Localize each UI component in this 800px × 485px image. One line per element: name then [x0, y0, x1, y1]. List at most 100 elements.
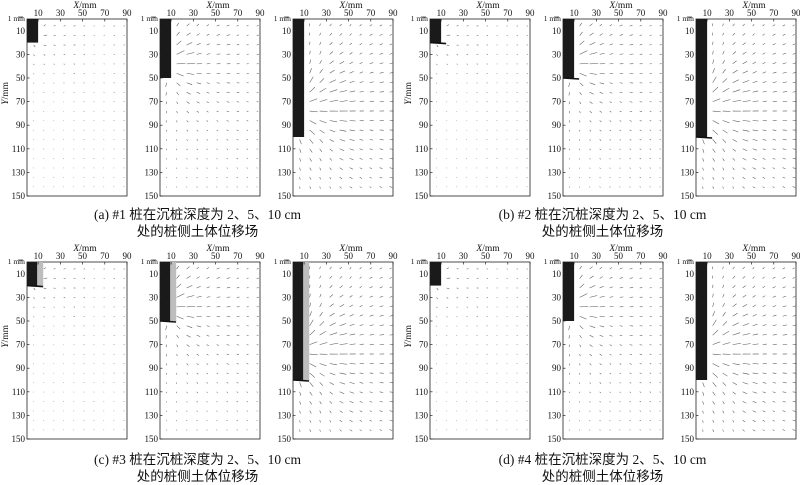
panel-frame: [563, 19, 663, 196]
y-tick-label: 70: [149, 97, 159, 107]
y-tick-label: 150: [278, 191, 292, 201]
x-tick-label: 10: [570, 8, 580, 18]
y-tick-label: 10: [16, 269, 26, 279]
y-tick-label: 30: [282, 292, 292, 302]
x-tick-label: 30: [322, 8, 332, 18]
x-tick-label: 70: [769, 8, 779, 18]
pile: [160, 262, 171, 321]
y-tick-label: 150: [278, 434, 292, 444]
y-tick-label: 130: [12, 410, 26, 420]
y-tick-label: 130: [145, 410, 159, 420]
y-tick-label: 70: [685, 340, 695, 350]
x-axis-label: X/mm: [608, 1, 633, 11]
y-tick-label: 50: [16, 316, 26, 326]
vector-field: [437, 268, 528, 431]
y-tick-label: 110: [415, 387, 429, 397]
x-tick-label: 10: [167, 8, 177, 18]
y-tick-label: 110: [415, 144, 429, 154]
y-tick-label: 50: [552, 73, 562, 83]
x-tick-label: 70: [636, 251, 646, 261]
y-tick-label: 110: [145, 387, 159, 397]
y-tick-label: 50: [149, 73, 159, 83]
x-tick-label: 30: [189, 251, 199, 261]
x-axis-label: X/mm: [741, 244, 766, 254]
y-tick-label: 90: [685, 120, 695, 130]
caption-d-line1: (d) #4 桩在沉桩深度为 2、5、10 cm: [455, 451, 750, 468]
y-tick-label: 30: [149, 49, 159, 59]
x-tick-label: 70: [100, 8, 110, 18]
scale-marker-label: 1 mm: [141, 257, 158, 266]
x-tick-label: 70: [503, 8, 513, 18]
scale-marker-label: 1 mm: [411, 14, 428, 23]
y-tick-label: 10: [419, 26, 429, 36]
x-tick-label: 70: [233, 251, 243, 261]
caption-c-line1: (c) #3 桩在沉桩深度为 2、5、10 cm: [50, 451, 345, 468]
y-tick-label: 90: [419, 363, 429, 373]
x-tick-label: 30: [322, 251, 332, 261]
x-tick-label: 70: [233, 8, 243, 18]
x-tick-label: 30: [189, 8, 199, 18]
y-tick-label: 70: [552, 340, 562, 350]
x-tick-label: 90: [792, 251, 800, 261]
y-tick-label: 90: [552, 120, 562, 130]
y-tick-label: 10: [149, 26, 159, 36]
x-tick-label: 70: [100, 251, 110, 261]
y-tick-label: 10: [685, 26, 695, 36]
y-tick-label: 130: [548, 167, 562, 177]
y-tick-label: 10: [16, 26, 26, 36]
caption-c-line2: 处的桩侧土体位移场: [50, 468, 345, 485]
y-tick-label: 90: [282, 363, 292, 373]
y-tick-label: 150: [145, 191, 159, 201]
y-tick-label: 30: [552, 292, 562, 302]
caption-a-line2: 处的桩侧土体位移场: [50, 223, 345, 240]
y-tick-label: 50: [16, 73, 26, 83]
y-tick-label: 90: [282, 120, 292, 130]
scale-marker-label: 1 mm: [677, 257, 694, 266]
y-tick-label: 110: [278, 144, 292, 154]
vector-field: [703, 266, 797, 431]
panel-frame: [160, 19, 260, 196]
scale-marker-label: 1 mm: [8, 14, 25, 23]
y-tick-label: 110: [548, 387, 562, 397]
pile-tip-mark: [27, 286, 43, 287]
x-tick-label: 30: [592, 8, 602, 18]
y-tick-label: 150: [548, 434, 562, 444]
caption-b-line2: 处的桩侧土体位移场: [455, 223, 750, 240]
y-tick-label: 10: [149, 269, 159, 279]
y-axis-label: Y/mm: [404, 324, 414, 347]
y-tick-label: 70: [16, 340, 26, 350]
y-tick-label: 30: [419, 49, 429, 59]
y-tick-label: 90: [149, 363, 159, 373]
x-tick-label: 90: [389, 251, 399, 261]
y-tick-label: 50: [149, 316, 159, 326]
x-axis-label: X/mm: [72, 244, 97, 254]
y-tick-label: 110: [681, 144, 695, 154]
y-tick-label: 30: [552, 49, 562, 59]
y-tick-label: 50: [282, 73, 292, 83]
x-tick-label: 30: [725, 8, 735, 18]
caption-b: (b) #2 桩在沉桩深度为 2、5、10 cm 处的桩侧土体位移场: [455, 206, 750, 240]
x-tick-label: 10: [437, 8, 447, 18]
panel-frame: [27, 262, 127, 439]
y-tick-label: 90: [149, 120, 159, 130]
y-tick-label: 130: [12, 167, 26, 177]
pile-shell-band: [303, 262, 309, 380]
scale-marker-label: 1 mm: [274, 257, 291, 266]
scale-marker-label: 1 mm: [411, 257, 428, 266]
y-tick-label: 70: [685, 97, 695, 107]
y-tick-label: 30: [149, 292, 159, 302]
x-tick-label: 90: [123, 251, 133, 261]
caption-d-line2: 处的桩侧土体位移场: [455, 468, 750, 485]
vector-field: [437, 25, 528, 188]
x-tick-label: 10: [703, 8, 713, 18]
y-tick-label: 70: [282, 97, 292, 107]
y-tick-label: 10: [282, 269, 292, 279]
y-tick-label: 90: [552, 363, 562, 373]
y-tick-label: 10: [552, 269, 562, 279]
x-tick-label: 70: [636, 8, 646, 18]
